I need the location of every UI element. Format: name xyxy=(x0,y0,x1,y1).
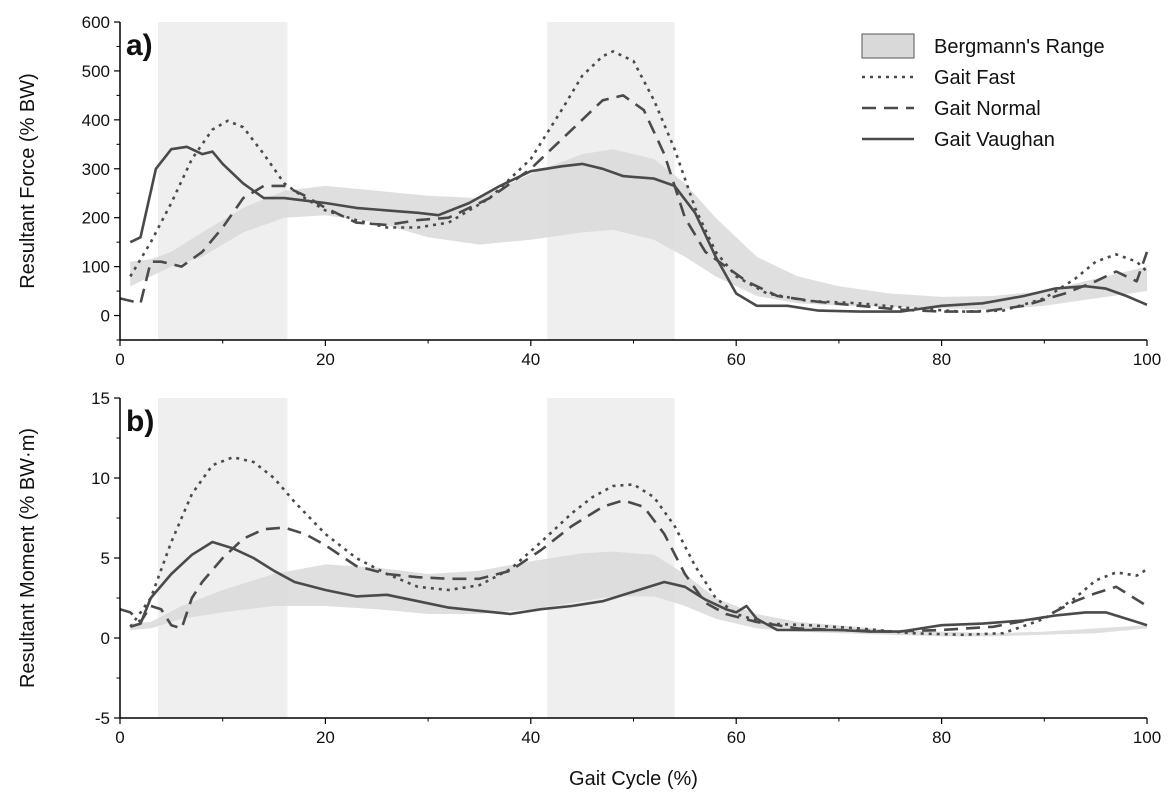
x-tick-label: 60 xyxy=(727,350,746,369)
force-panel-tag: a) xyxy=(126,29,153,62)
legend-label: Gait Vaughan xyxy=(934,129,1055,151)
x-tick-label: 20 xyxy=(316,728,335,747)
x-tick-label: 80 xyxy=(932,728,951,747)
y-tick-label: 400 xyxy=(82,111,110,130)
moment-axes: 0 20 40 60 80 100 -5 0 5 10 15 xyxy=(91,389,1161,747)
y-tick-label: 300 xyxy=(82,160,110,179)
legend: Bergmann's Range Gait Fast Gait Normal Gait… xyxy=(861,33,1105,151)
series-gait-vaughan xyxy=(129,540,1148,633)
moment-series-lines xyxy=(119,455,1148,637)
series-gait-normal xyxy=(119,499,1148,633)
bergmann-range-band xyxy=(130,149,1148,310)
bergmann-range-band xyxy=(130,551,1148,637)
x-tick-label: 0 xyxy=(115,350,124,369)
series-gait-vaughan xyxy=(129,145,1148,313)
y-tick-label: -5 xyxy=(95,709,110,728)
shaded-region-0 xyxy=(157,22,288,340)
x-tick-label: 100 xyxy=(1133,728,1161,747)
x-tick-label: 100 xyxy=(1133,350,1161,369)
y-tick-label: 200 xyxy=(82,209,110,228)
y-tick-label: 10 xyxy=(91,469,110,488)
moment-panel: 0 20 40 60 80 100 -5 0 5 10 15 b) Resultant Moment… xyxy=(17,389,1161,790)
y-tick-label: 15 xyxy=(91,389,110,408)
y-tick-label: 600 xyxy=(82,13,110,32)
force-y-axis-title: Resultant Force (% BW) xyxy=(17,73,39,289)
y-tick-label: 0 xyxy=(101,307,110,326)
legend-band-swatch xyxy=(861,33,915,59)
x-tick-label: 40 xyxy=(521,728,540,747)
force-bergmann-band xyxy=(130,149,1148,310)
x-tick-label: 80 xyxy=(932,350,951,369)
y-tick-label: 100 xyxy=(82,258,110,277)
force-axes: 0 20 40 60 80 100 0 100 200 300 400 500 600 xyxy=(82,13,1162,369)
legend-label: Bergmann's Range xyxy=(934,36,1105,58)
legend-label: Gait Normal xyxy=(934,98,1041,120)
moment-y-axis-title: Resultant Moment (% BW·m) xyxy=(17,428,39,688)
legend-label: Gait Fast xyxy=(934,67,1016,89)
x-tick-label: 20 xyxy=(316,350,335,369)
x-tick-label: 40 xyxy=(521,350,540,369)
force-panel: 0 20 40 60 80 100 0 100 200 300 400 500 600 a) Resul… xyxy=(17,13,1161,369)
x-tick-label: 60 xyxy=(727,728,746,747)
moment-bergmann-band xyxy=(130,551,1148,637)
y-tick-label: 5 xyxy=(101,549,110,568)
x-axis-title: Gait Cycle (%) xyxy=(569,768,698,790)
force-series-lines xyxy=(119,50,1149,313)
y-tick-label: 500 xyxy=(82,62,110,81)
moment-panel-tag: b) xyxy=(126,405,154,438)
x-tick-label: 0 xyxy=(115,728,124,747)
y-tick-label: 0 xyxy=(101,629,110,648)
